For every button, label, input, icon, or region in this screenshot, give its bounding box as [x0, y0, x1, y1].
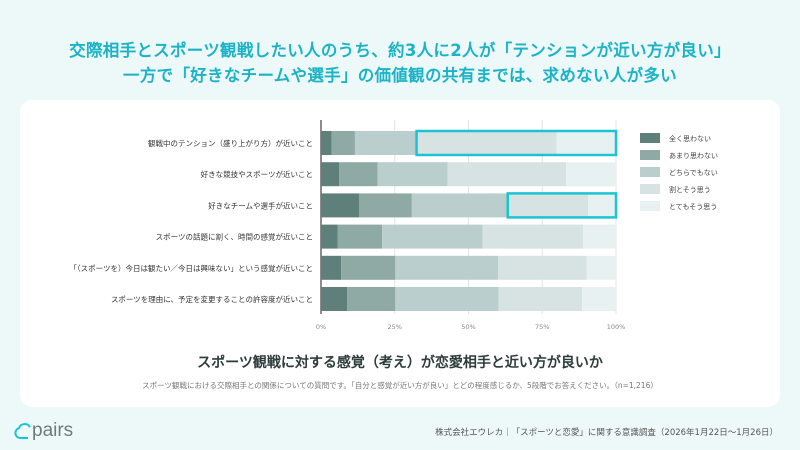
bar-segment: [337, 224, 383, 249]
pairs-logo: pairs: [14, 420, 73, 442]
headline-line-1: 交際相手とスポーツ観戦したい人のうち、約3人に2人が「テンションが近い方が良い」: [69, 41, 731, 60]
x-tick-label: 0%: [316, 323, 326, 331]
chart-title: スポーツ観戦に対する感覚（考え）が恋愛相手と近い方が良いか: [197, 355, 603, 371]
bar-segment: [507, 193, 589, 218]
bar-segment: [395, 287, 499, 311]
bar-segment: [582, 224, 616, 249]
bar-segment: [347, 287, 396, 311]
bar-segment: [498, 287, 583, 311]
bar-segment: [582, 287, 616, 311]
bar-segment: [321, 131, 332, 155]
legend-swatch: [640, 167, 660, 177]
bar-segment: [377, 162, 448, 187]
bar-segment: [331, 131, 355, 155]
chart-card: 0% 25% 50% 75% 100% 観戦中のテンション（盛り上がり方）が近いこと好きな…: [20, 100, 780, 407]
headline-line-2: 一方で「好きなチームや選手」の価値観の共有までは、求めない人が多い: [123, 66, 677, 85]
legend-label: 全く思わない: [669, 134, 711, 143]
bar-segment: [498, 255, 587, 280]
logo-text: pairs: [32, 420, 74, 441]
bar-segment: [395, 255, 498, 280]
bar-segment: [416, 131, 557, 155]
x-tick-label: 100%: [607, 323, 626, 331]
category-label: 好きな競技やスポーツが近いこと: [201, 169, 313, 179]
category-label: 観戦中のテンション（盛り上がり方）が近いこと: [148, 138, 313, 148]
bar-segment: [586, 255, 616, 280]
legend-swatch: [640, 133, 660, 143]
bar-segment: [321, 193, 360, 218]
bar-segment: [321, 287, 348, 311]
chart-note: スポーツ観戦における交際相手との関係についての質問です。「自分と感覚が近い方が良…: [142, 381, 658, 390]
category-label: スポーツの話題に割く、時間の感覚が近いこと: [156, 232, 313, 242]
bar-segment: [321, 255, 342, 280]
survey-credit: 株式会社エウレカ｜「スポーツと恋愛」に関する意識調査（2026年1月22日〜1月…: [435, 428, 778, 438]
category-label: 好きなチームや選手が近いこと: [208, 200, 313, 210]
x-tick-label: 50%: [461, 323, 475, 331]
bar-segment: [321, 224, 338, 249]
bar-segment: [359, 193, 412, 218]
cloud-logo-icon: [14, 423, 31, 439]
bar-segment: [482, 224, 583, 249]
bar-segment: [447, 162, 567, 187]
bar-segment: [588, 193, 616, 218]
legend-label: とてもそう思う: [669, 203, 717, 211]
legend-label: どちらでもない: [669, 169, 718, 177]
highlight-box: [415, 129, 618, 157]
highlight-box: [506, 192, 618, 219]
x-tick-label: 25%: [388, 323, 402, 331]
category-label: 「（スポーツを）今日は観たい／今日は興味ない」という感覚が近いこと: [69, 263, 313, 273]
bar-segment: [411, 193, 508, 218]
stacked-bar-chart: 0% 25% 50% 75% 100% 観戦中のテンション（盛り上がり方）が近いこと好きな…: [69, 120, 718, 331]
bar-segment: [556, 131, 616, 155]
legend-swatch: [640, 184, 660, 194]
legend-swatch: [640, 150, 660, 160]
bar-segment: [354, 131, 417, 155]
legend-swatch: [640, 201, 660, 211]
x-tick-label: 75%: [535, 323, 549, 331]
category-label: スポーツを理由に、予定を変更することの許容度が近いこと: [111, 294, 313, 304]
bar-segment: [321, 162, 340, 187]
legend-label: 割とそう思う: [669, 185, 711, 194]
legend-label: あまり思わない: [669, 152, 718, 160]
bar-segment: [339, 162, 378, 187]
bar-segment: [341, 255, 396, 280]
bar-segment: [566, 162, 616, 187]
bar-segment: [382, 224, 483, 249]
